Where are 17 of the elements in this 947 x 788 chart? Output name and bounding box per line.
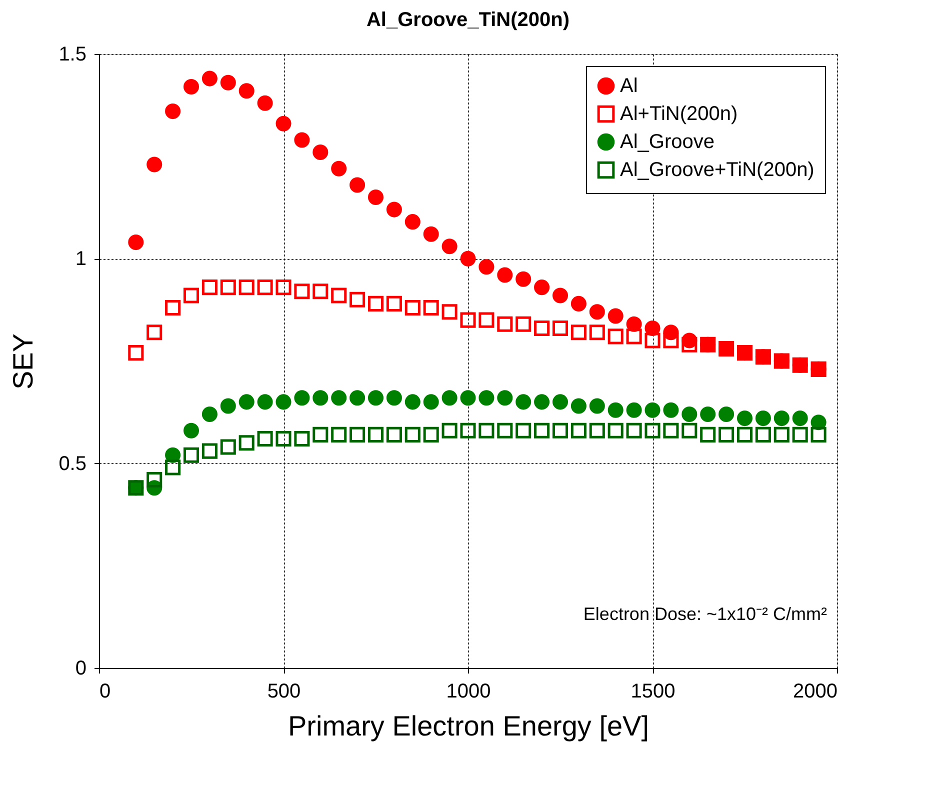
x-tick-label: 500 bbox=[267, 680, 301, 702]
chart-title: Al_Groove_TiN(200n) bbox=[366, 9, 570, 31]
x-tick-label: 0 bbox=[100, 680, 111, 702]
x-tick-label: 1500 bbox=[630, 680, 676, 702]
annotation: Electron Dose: ~1x10⁻² C/mm² bbox=[583, 604, 828, 624]
y-tick-label: 1.5 bbox=[58, 44, 86, 66]
x-axis-title: Primary Electron Energy [eV] bbox=[288, 710, 650, 742]
y-tick-label: 1 bbox=[75, 248, 86, 270]
legend-label: Al_Groove bbox=[620, 131, 714, 153]
x-tick-label: 2000 bbox=[793, 680, 838, 702]
legend-label: Al+TiN(200n) bbox=[620, 103, 738, 125]
y-axis-title: SEY bbox=[8, 333, 39, 390]
legend-label: Al bbox=[620, 75, 638, 97]
legend-label: Al_Groove+TiN(200n) bbox=[620, 159, 814, 181]
y-tick-label: 0.5 bbox=[58, 452, 86, 475]
y-tick-label: 0 bbox=[75, 658, 86, 680]
x-tick-label: 1000 bbox=[446, 680, 491, 702]
